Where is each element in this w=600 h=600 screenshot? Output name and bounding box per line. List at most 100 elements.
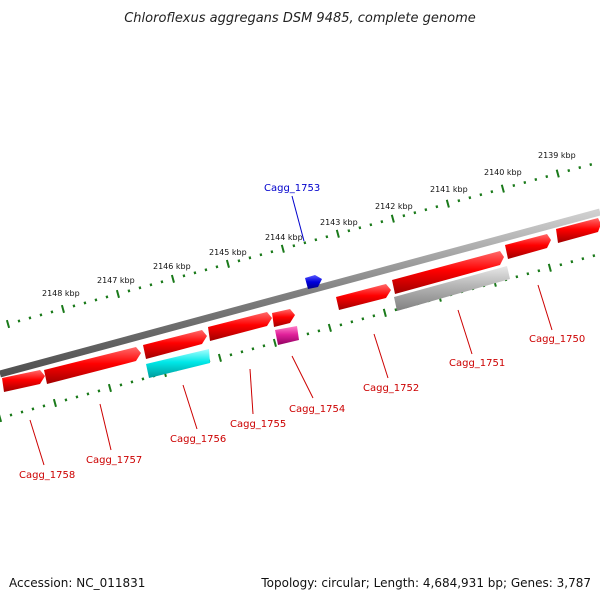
tick-label: 2142 kbp bbox=[375, 202, 413, 211]
gene-label-cagg-1751[interactable]: Cagg_1751 bbox=[449, 358, 505, 369]
minor-tick bbox=[64, 398, 68, 402]
major-tick bbox=[547, 263, 552, 272]
minor-tick bbox=[204, 268, 208, 272]
minor-tick bbox=[292, 244, 296, 248]
minor-tick bbox=[358, 226, 362, 230]
gene-features bbox=[2, 218, 600, 392]
cds-feature[interactable] bbox=[44, 347, 141, 384]
minor-tick bbox=[259, 253, 263, 257]
minor-tick bbox=[545, 175, 549, 179]
cds-feature[interactable] bbox=[272, 309, 295, 327]
gene-label-cagg-1754[interactable]: Cagg_1754 bbox=[289, 404, 345, 415]
tick-label: 2148 kbp bbox=[42, 289, 80, 298]
minor-tick bbox=[138, 286, 142, 290]
minor-tick bbox=[9, 413, 13, 417]
major-tick bbox=[390, 214, 395, 223]
minor-tick bbox=[559, 263, 563, 267]
major-tick bbox=[60, 304, 65, 314]
cds-feature[interactable] bbox=[208, 312, 272, 341]
minor-tick bbox=[149, 283, 153, 287]
major-tick bbox=[445, 199, 450, 208]
tick-label: 2146 kbp bbox=[153, 262, 191, 271]
minor-tick bbox=[119, 383, 123, 387]
minor-tick bbox=[570, 260, 574, 264]
label-connector-line bbox=[373, 333, 389, 379]
minor-tick bbox=[193, 271, 197, 275]
minor-tick bbox=[479, 193, 483, 197]
major-tick bbox=[107, 383, 112, 393]
minor-tick bbox=[20, 410, 24, 414]
accession-footer: Accession: NC_011831 bbox=[9, 576, 146, 590]
tick-label: 2144 kbp bbox=[265, 233, 303, 242]
minor-tick bbox=[325, 235, 329, 239]
minor-tick bbox=[28, 316, 32, 320]
minor-tick bbox=[160, 280, 164, 284]
minor-tick bbox=[94, 298, 98, 302]
minor-tick bbox=[578, 166, 582, 170]
minor-tick bbox=[490, 190, 494, 194]
gene-label-cagg-1750[interactable]: Cagg_1750 bbox=[529, 334, 585, 345]
minor-tick bbox=[413, 211, 417, 215]
minor-tick bbox=[17, 319, 21, 323]
minor-tick bbox=[303, 241, 307, 245]
genome-backbone bbox=[0, 208, 600, 378]
minor-tick bbox=[435, 205, 439, 209]
genome-summary-footer: Topology: circular; Length: 4,684,931 bp… bbox=[261, 576, 591, 590]
cds-feature[interactable] bbox=[143, 330, 207, 359]
gene-label-cagg-1755[interactable]: Cagg_1755 bbox=[230, 419, 286, 430]
minor-tick bbox=[31, 407, 35, 411]
gene-label-cagg-1752[interactable]: Cagg_1752 bbox=[363, 383, 419, 394]
cds-feature[interactable] bbox=[336, 284, 391, 310]
major-tick bbox=[327, 323, 332, 332]
label-connector-line bbox=[99, 403, 112, 451]
minor-tick bbox=[127, 289, 131, 293]
cds-feature-magenta[interactable] bbox=[275, 326, 299, 345]
minor-tick bbox=[86, 392, 90, 396]
major-tick bbox=[0, 414, 3, 423]
major-tick bbox=[217, 353, 222, 362]
minor-tick bbox=[141, 377, 145, 381]
gene-label-cagg-1756[interactable]: Cagg_1756 bbox=[170, 434, 226, 445]
minor-tick bbox=[339, 323, 343, 327]
minor-tick bbox=[372, 314, 376, 318]
major-tick bbox=[382, 308, 387, 317]
minor-tick bbox=[468, 196, 472, 200]
minor-tick bbox=[215, 265, 219, 269]
minor-tick bbox=[105, 295, 109, 299]
minor-tick bbox=[515, 275, 519, 279]
minor-tick bbox=[512, 184, 516, 188]
pseudogene-feature[interactable] bbox=[394, 266, 510, 311]
forward-strand-tick-ring bbox=[5, 163, 593, 329]
cds-feature-cyan[interactable] bbox=[146, 349, 210, 378]
major-tick bbox=[500, 184, 505, 193]
tick-label: 2147 kbp bbox=[97, 276, 135, 285]
cds-feature[interactable] bbox=[2, 370, 45, 392]
major-tick bbox=[52, 398, 57, 408]
minor-tick bbox=[537, 269, 541, 273]
minor-tick bbox=[350, 320, 354, 324]
gene-label-cagg-1757[interactable]: Cagg_1757 bbox=[86, 455, 142, 466]
minor-tick bbox=[317, 329, 321, 333]
rna-feature[interactable] bbox=[305, 275, 322, 289]
map-title: Chloroflexus aggregans DSM 9485, complet… bbox=[124, 11, 476, 26]
minor-tick bbox=[237, 259, 241, 263]
minor-tick bbox=[50, 310, 54, 314]
tick-label: 2140 kbp bbox=[484, 168, 522, 177]
gene-label-cagg-1758[interactable]: Cagg_1758 bbox=[19, 470, 75, 481]
tick-label: 2139 kbp bbox=[538, 151, 576, 160]
cds-feature[interactable] bbox=[556, 218, 600, 243]
label-connector-line bbox=[291, 355, 314, 399]
minor-tick bbox=[567, 169, 571, 173]
minor-tick bbox=[97, 389, 101, 393]
cds-feature[interactable] bbox=[505, 234, 551, 259]
major-tick bbox=[280, 244, 285, 253]
minor-tick bbox=[130, 380, 134, 384]
cds-feature[interactable] bbox=[392, 251, 504, 294]
minor-tick bbox=[380, 220, 384, 224]
gene-label-cagg-1753[interactable]: Cagg_1753 bbox=[264, 183, 320, 194]
major-tick bbox=[225, 259, 230, 268]
tick-label: 2143 kbp bbox=[320, 218, 358, 227]
minor-tick bbox=[262, 344, 266, 348]
label-connector-line bbox=[249, 368, 254, 415]
